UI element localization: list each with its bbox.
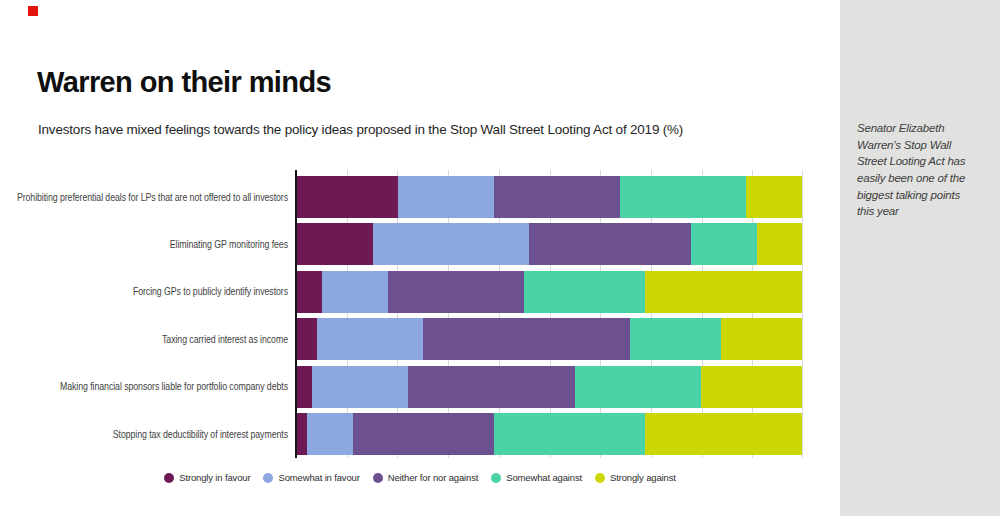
chart-title: Warren on their minds: [37, 67, 737, 97]
bar-segment-neither-for-nor-against: [353, 413, 494, 455]
bar-segment-strongly-against: [701, 366, 802, 408]
bar-segment-strongly-against: [746, 176, 802, 218]
bar-track: [297, 318, 802, 360]
category-label: Making financial sponsors liable for por…: [16, 366, 288, 408]
bar-segment-neither-for-nor-against: [408, 366, 575, 408]
bar-segment-somewhat-in-favour: [307, 413, 352, 455]
legend-label: Somewhat in favour: [278, 472, 359, 483]
legend-swatch-icon: [595, 473, 605, 483]
bar-segment-somewhat-in-favour: [317, 318, 423, 360]
legend-item: Somewhat against: [491, 472, 582, 483]
bar-segment-somewhat-against: [630, 318, 721, 360]
legend: Strongly in favour Somewhat in favour Neit…: [0, 472, 840, 483]
bar-segment-somewhat-against: [620, 176, 746, 218]
legend-item: Neither for nor against: [373, 472, 479, 483]
bar-segment-neither-for-nor-against: [494, 176, 620, 218]
bar-track: [297, 176, 802, 218]
bar-segment-strongly-in-favour: [297, 176, 398, 218]
bar-track: [297, 271, 802, 313]
legend-swatch-icon: [373, 473, 383, 483]
legend-swatch-icon: [263, 473, 273, 483]
category-label: Forcing GPs to publicly identify investo…: [16, 271, 288, 313]
bar-segment-neither-for-nor-against: [388, 271, 524, 313]
bar-track: [297, 223, 802, 265]
legend-label: Strongly against: [610, 472, 676, 483]
bar-segment-neither-for-nor-against: [529, 223, 691, 265]
bar-segment-somewhat-in-favour: [322, 271, 388, 313]
bar-segment-strongly-in-favour: [297, 366, 312, 408]
legend-swatch-icon: [164, 473, 174, 483]
legend-item: Strongly against: [595, 472, 676, 483]
bar-segment-somewhat-in-favour: [373, 223, 530, 265]
bar-segment-neither-for-nor-against: [423, 318, 630, 360]
bar-segment-strongly-against: [645, 413, 802, 455]
category-label: Taxing carried interest as income: [16, 318, 288, 360]
bar-segment-strongly-in-favour: [297, 223, 373, 265]
category-label: Prohibiting preferential deals for LPs t…: [16, 176, 288, 218]
legend-label: Neither for nor against: [388, 472, 479, 483]
bar-segment-strongly-against: [645, 271, 802, 313]
bar-segment-strongly-in-favour: [297, 318, 317, 360]
bar-segment-strongly-against: [721, 318, 802, 360]
bar-track: [297, 413, 802, 455]
legend-label: Strongly in favour: [179, 472, 250, 483]
bar-segment-somewhat-in-favour: [312, 366, 408, 408]
chart-subtitle: Investors have mixed feelings towards th…: [38, 122, 798, 137]
legend-item: Strongly in favour: [164, 472, 250, 483]
bar-segment-somewhat-in-favour: [398, 176, 494, 218]
legend-label: Somewhat against: [506, 472, 582, 483]
bar-segment-somewhat-against: [494, 413, 646, 455]
bar-segment-somewhat-against: [691, 223, 757, 265]
bar-track: [297, 366, 802, 408]
bar-segment-somewhat-against: [575, 366, 701, 408]
bar-segment-strongly-in-favour: [297, 413, 307, 455]
bar-segment-strongly-against: [757, 223, 802, 265]
chart-figure: Warren on their minds Investors have mix…: [0, 0, 1000, 516]
category-label: Stopping tax deductibility of interest p…: [16, 413, 288, 455]
legend-item: Somewhat in favour: [263, 472, 359, 483]
sidebar-note: Senator Elizabeth Warren's Stop Wall Str…: [857, 120, 977, 220]
category-label: Eliminating GP monitoring fees: [16, 223, 288, 265]
gridline: [802, 170, 803, 458]
bar-segment-somewhat-against: [524, 271, 645, 313]
sidebar-note-panel: Senator Elizabeth Warren's Stop Wall Str…: [840, 0, 1000, 516]
legend-swatch-icon: [491, 473, 501, 483]
red-tab-icon: [28, 6, 38, 16]
bar-segment-strongly-in-favour: [297, 271, 322, 313]
